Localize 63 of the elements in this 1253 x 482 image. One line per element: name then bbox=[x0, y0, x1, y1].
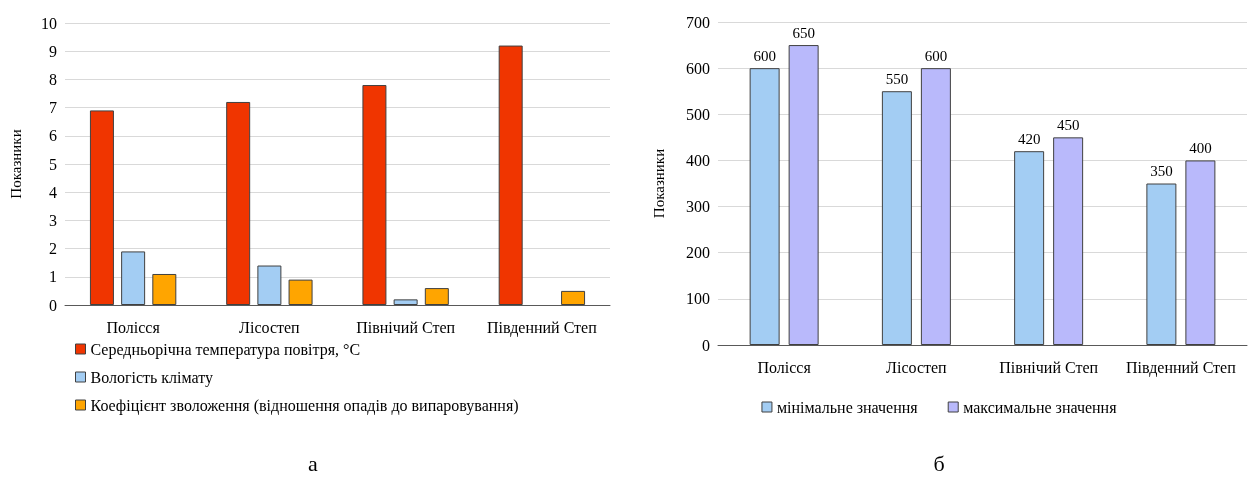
legend-label: максимальне значення bbox=[963, 398, 1118, 416]
x-tick-label: Південний Степ bbox=[486, 318, 598, 337]
x-tick-label: Полісся bbox=[106, 318, 161, 336]
y-tick-label: 300 bbox=[686, 198, 710, 216]
y-tick-label: 9 bbox=[49, 42, 57, 60]
data-label: 600 bbox=[753, 47, 776, 64]
bar bbox=[362, 85, 387, 305]
bar bbox=[1053, 137, 1084, 345]
bar bbox=[393, 299, 418, 305]
bar bbox=[257, 265, 282, 305]
y-tick-label: 700 bbox=[686, 13, 710, 31]
legend-label: Коефіцієнт зволоження (відношення опадів до випаровування) bbox=[90, 396, 519, 415]
legend-label: мінімальне значення bbox=[776, 398, 919, 416]
y-tick-label: 5 bbox=[49, 155, 57, 173]
y-tick-label: 1 bbox=[49, 268, 57, 286]
y-tick-label: 6 bbox=[49, 127, 57, 145]
data-label: 550 bbox=[885, 70, 909, 87]
y-tick-label: 400 bbox=[686, 151, 710, 169]
bar bbox=[121, 251, 146, 305]
y-tick-label: 200 bbox=[686, 244, 710, 262]
bar bbox=[920, 68, 951, 345]
y-tick-label: 8 bbox=[49, 70, 57, 88]
bar bbox=[881, 91, 912, 345]
bar bbox=[749, 68, 780, 345]
x-tick-label: Північий Степ bbox=[356, 318, 456, 336]
bar bbox=[561, 290, 586, 305]
bar bbox=[152, 273, 177, 305]
data-label: 420 bbox=[1017, 130, 1041, 147]
y-tick-label: 100 bbox=[686, 290, 710, 308]
bar bbox=[1146, 183, 1177, 345]
text: б bbox=[933, 450, 945, 476]
y-axis-title: Показники bbox=[7, 129, 24, 199]
y-tick-label: 600 bbox=[686, 59, 710, 77]
y-tick-label: 10 bbox=[41, 14, 57, 32]
x-tick-label: Полісся bbox=[757, 358, 812, 376]
y-tick-label: 7 bbox=[49, 99, 57, 117]
bar bbox=[1185, 160, 1216, 345]
bar bbox=[498, 45, 523, 305]
bar bbox=[226, 101, 251, 305]
y-tick-label: 4 bbox=[49, 183, 57, 201]
data-label: 350 bbox=[1150, 163, 1173, 179]
data-label: 650 bbox=[792, 24, 815, 41]
data-label: 400 bbox=[1189, 139, 1212, 156]
bar bbox=[89, 110, 114, 305]
y-tick-label: 3 bbox=[49, 211, 57, 229]
data-label: 450 bbox=[1056, 116, 1080, 133]
x-tick-label: Північий Степ bbox=[999, 358, 1099, 376]
bar bbox=[1014, 151, 1045, 345]
y-tick-label: 2 bbox=[49, 240, 57, 258]
legend-label: Середньорічна температура повітря, °C bbox=[90, 340, 361, 359]
data-label: 600 bbox=[924, 47, 948, 64]
y-axis-title: Показники bbox=[650, 148, 667, 219]
y-tick-label: 500 bbox=[686, 105, 710, 123]
x-tick-label: Лісостеп bbox=[239, 318, 301, 336]
y-tick-label: 0 bbox=[49, 296, 57, 314]
bar bbox=[788, 45, 819, 345]
x-tick-label: Південний Степ bbox=[1125, 358, 1237, 377]
x-tick-label: Лісостеп bbox=[886, 358, 948, 376]
y-tick-label: 0 bbox=[702, 336, 710, 354]
legend-label: Вологість клімату bbox=[90, 368, 214, 387]
bar bbox=[424, 288, 449, 305]
text: а bbox=[308, 450, 319, 476]
bar bbox=[288, 279, 313, 305]
